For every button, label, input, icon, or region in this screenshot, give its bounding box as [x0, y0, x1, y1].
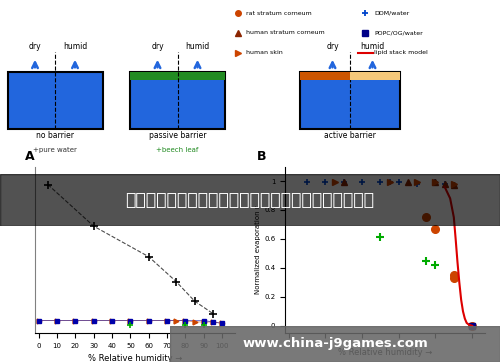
Text: lipid stack model: lipid stack model [374, 50, 428, 55]
Text: passive barrier: passive barrier [149, 131, 206, 140]
Text: POPC/OG/water: POPC/OG/water [374, 30, 423, 35]
Text: humid: humid [186, 42, 210, 51]
Y-axis label: Normalized evaporation r: Normalized evaporation r [256, 205, 261, 294]
Text: DDM/water: DDM/water [374, 11, 409, 16]
Bar [8, 72, 102, 129]
Text: no barrier: no barrier [36, 131, 74, 140]
X-axis label: % Relative humidity →: % Relative humidity → [88, 354, 182, 362]
Text: human skin: human skin [246, 50, 283, 55]
Text: active barrier: active barrier [324, 131, 376, 140]
Text: www.china-j9games.com: www.china-j9games.com [242, 337, 428, 350]
Text: human stratum corneum: human stratum corneum [246, 30, 325, 35]
Bar [300, 72, 400, 129]
Text: B: B [257, 150, 266, 163]
Text: humid: humid [360, 42, 384, 51]
Text: 最新交易动态与球队调整揭示赛季前景与未来争夺态势: 最新交易动态与球队调整揭示赛季前景与未来争夺态势 [126, 191, 374, 209]
Text: +beech leaf: +beech leaf [156, 147, 198, 153]
Bar [350, 72, 400, 80]
X-axis label: % Relative humidity →: % Relative humidity → [338, 348, 432, 357]
Bar [130, 72, 225, 129]
Bar [130, 72, 225, 80]
Bar [300, 72, 350, 80]
Text: dry: dry [326, 42, 339, 51]
Text: rat stratum corneum: rat stratum corneum [246, 11, 312, 16]
Text: dry: dry [28, 42, 42, 51]
Text: dry: dry [151, 42, 164, 51]
Text: A: A [25, 150, 34, 163]
Text: +pure water: +pure water [33, 147, 77, 153]
Text: humid: humid [63, 42, 87, 51]
